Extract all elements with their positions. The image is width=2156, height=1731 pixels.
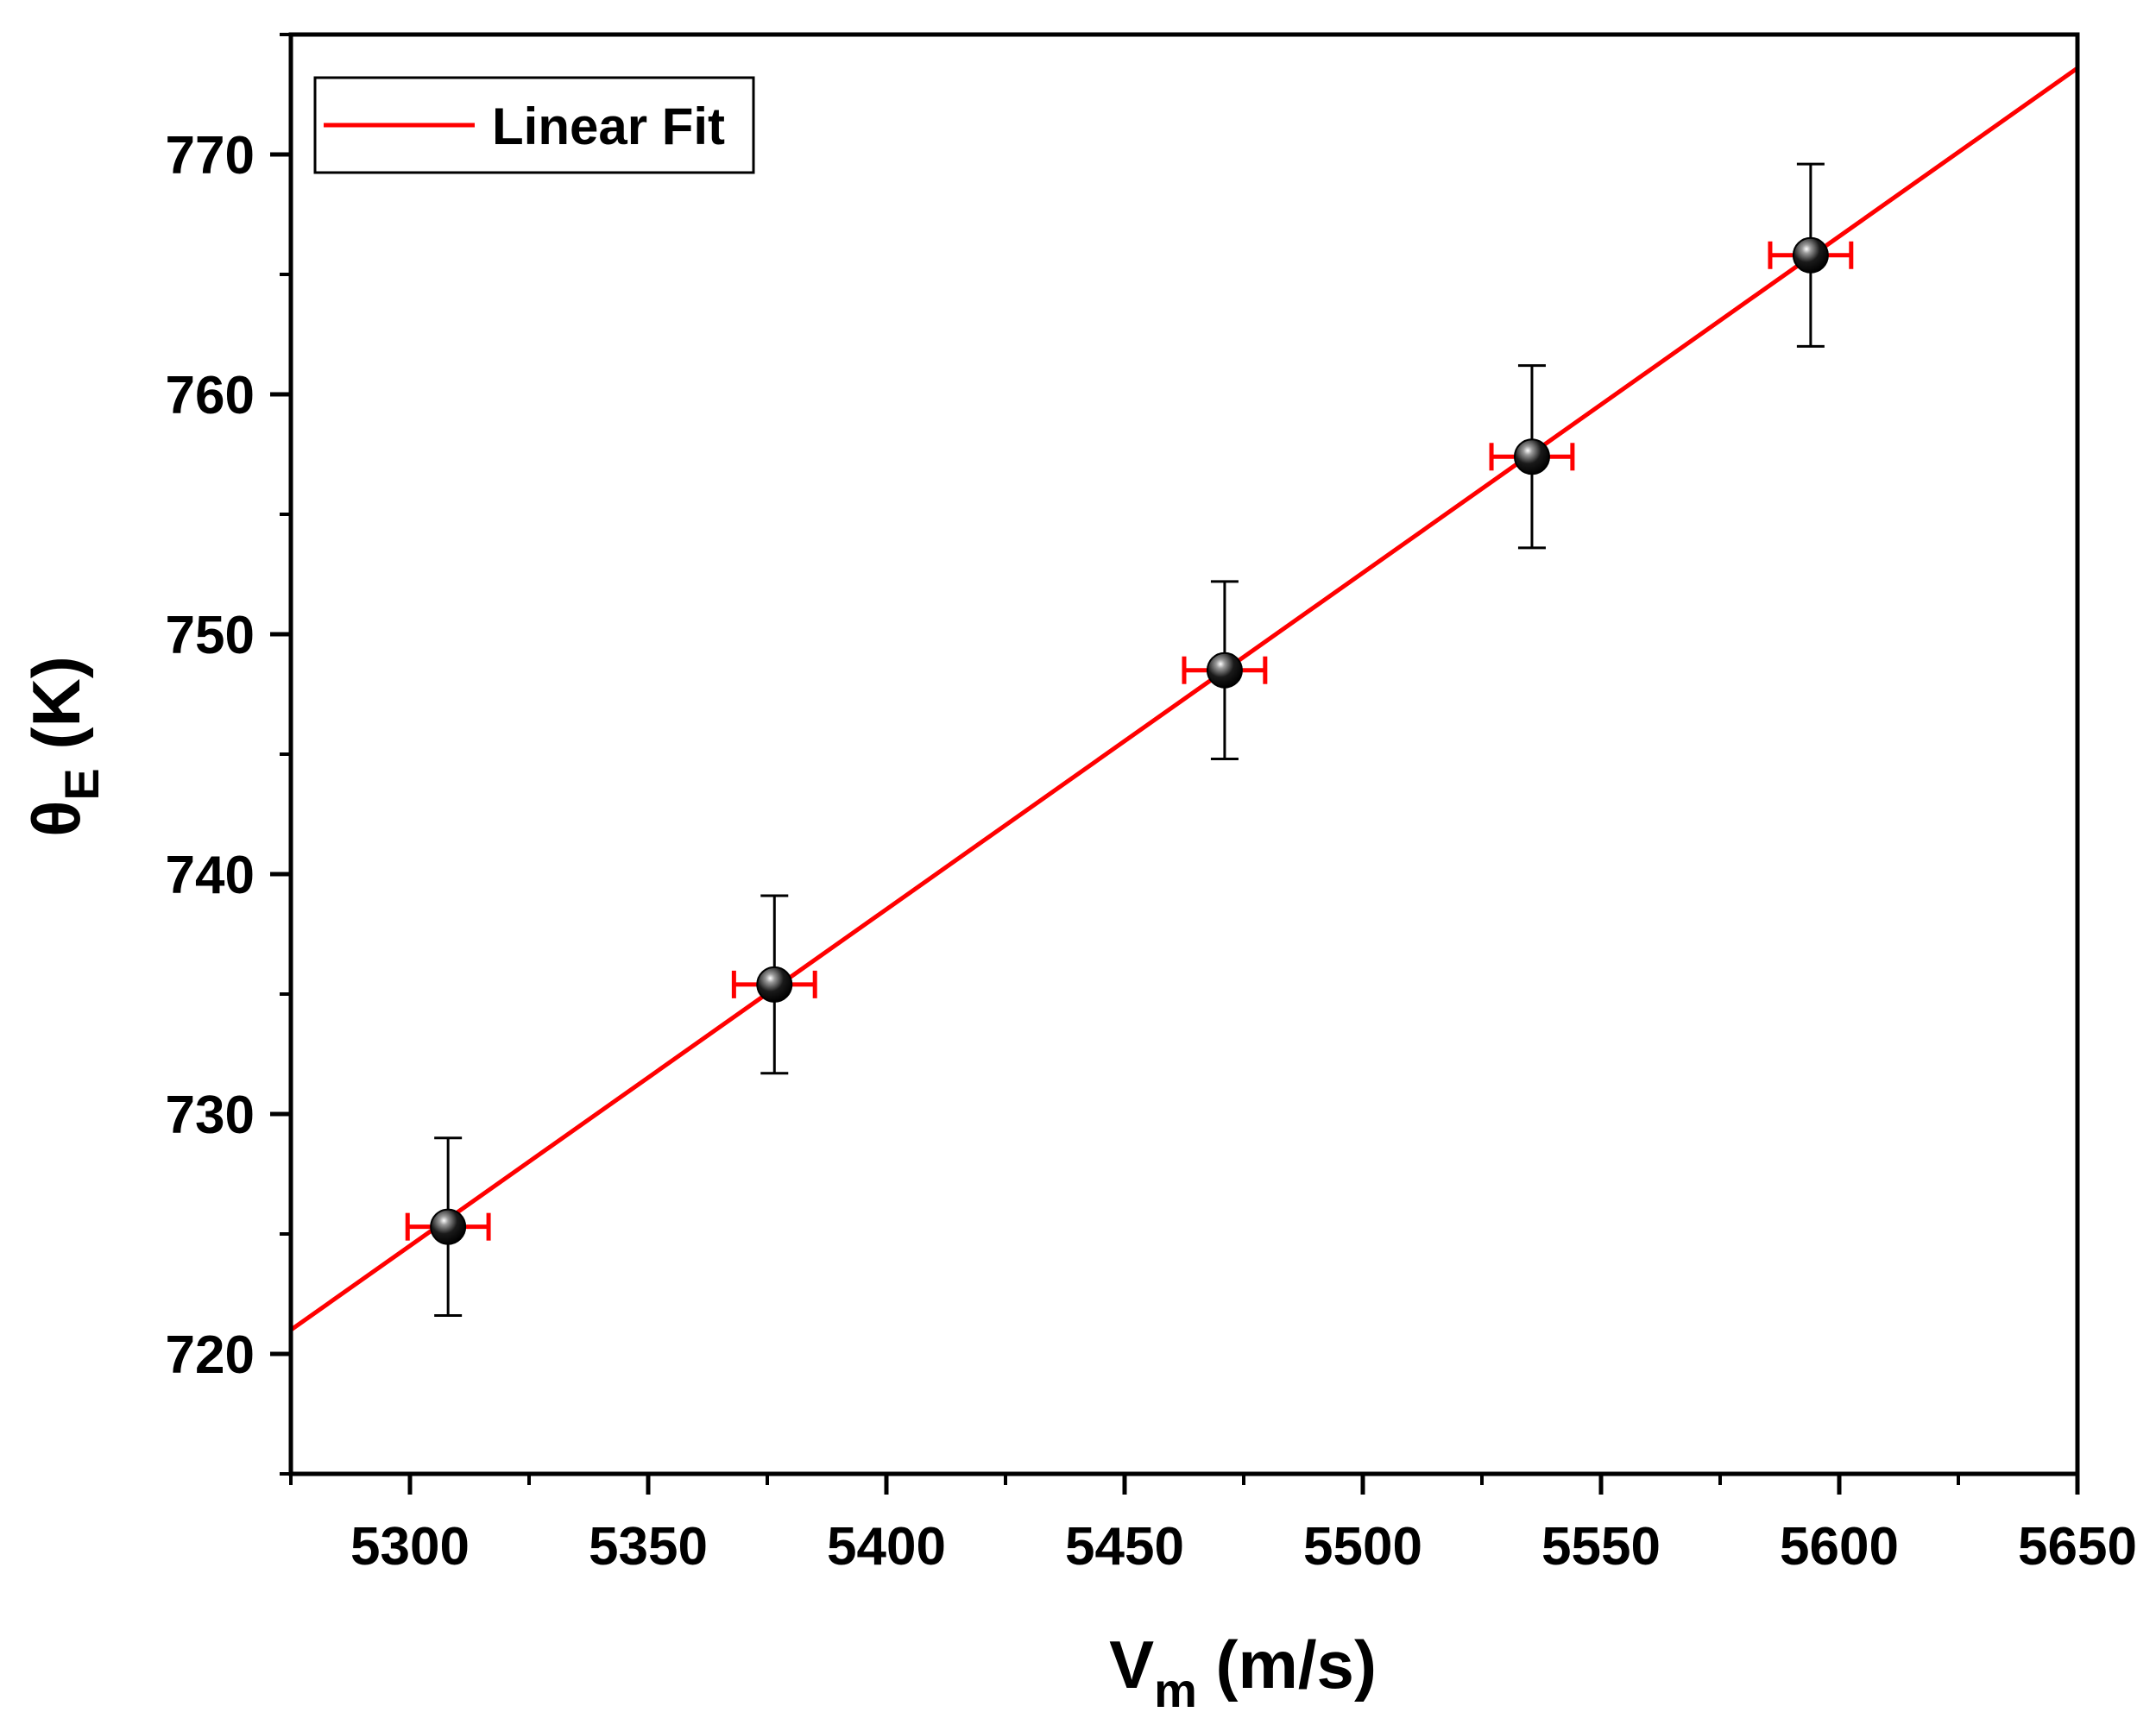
y-axis-title-main: θ	[18, 801, 94, 837]
point-layer	[430, 236, 1829, 1245]
x-tick-labels: 5300 5350 5400 5450 5500 5550 5600 5650	[350, 1517, 2137, 1577]
y-tick-label: 740	[166, 846, 255, 905]
x-tick-label: 5650	[2018, 1517, 2137, 1577]
x-tick-label: 5300	[350, 1517, 470, 1577]
data-point	[1206, 651, 1243, 689]
x-axis-title-sub: m	[1154, 1663, 1197, 1717]
y-axis-title-sub: E	[54, 768, 109, 800]
y-tick-label: 730	[166, 1086, 255, 1145]
fit-layer	[291, 66, 2077, 1332]
linear-fit-line	[291, 66, 2077, 1332]
y-axis-title: θE (K)	[18, 656, 109, 836]
x-tick-label: 5600	[1780, 1517, 1899, 1577]
data-point	[756, 966, 793, 1003]
x-tick-label: 5550	[1541, 1517, 1661, 1577]
x-axis-title-rest: (m/s)	[1197, 1627, 1377, 1703]
data-point	[1792, 236, 1829, 274]
data-point	[430, 1208, 467, 1245]
y-axis-title-rest: (K)	[18, 656, 94, 768]
legend: Linear Fit	[313, 76, 755, 174]
minor-ticks	[280, 33, 1960, 1485]
legend-fit-label: Linear Fit	[492, 98, 725, 155]
data-point	[1513, 438, 1550, 475]
x-tick-label: 5500	[1303, 1517, 1422, 1577]
x-tick-label: 5350	[589, 1517, 708, 1577]
y-tick-label: 760	[166, 366, 255, 425]
plot-frame	[288, 32, 2080, 1476]
x-tick-label: 5450	[1065, 1517, 1184, 1577]
major-ticks	[270, 152, 2080, 1495]
x-axis-title-main: V	[1109, 1627, 1154, 1703]
y-tick-label: 720	[166, 1325, 255, 1385]
y-tick-label: 750	[166, 606, 255, 665]
y-tick-labels: 720 730 740 750 760 770	[166, 126, 255, 1385]
y-tick-label: 770	[166, 126, 255, 186]
x-tick-label: 5400	[827, 1517, 946, 1577]
x-axis-title: Vm (m/s)	[1109, 1627, 1377, 1717]
